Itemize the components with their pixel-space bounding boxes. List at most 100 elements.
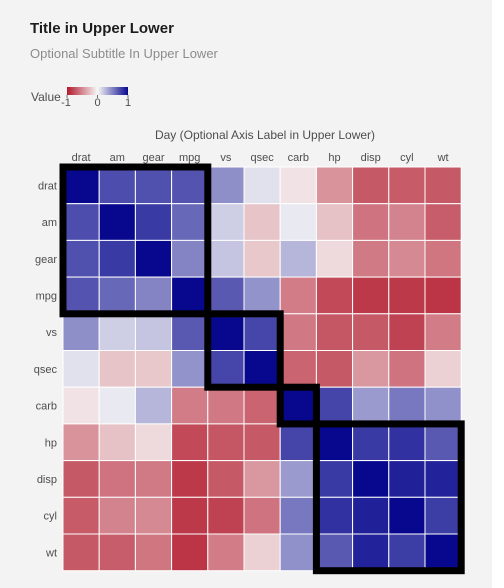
heatmap-cell xyxy=(279,496,317,535)
heatmap-cell xyxy=(388,203,426,241)
y-tick-label: disp xyxy=(37,474,57,486)
cluster-box xyxy=(59,163,212,318)
heatmap-cell xyxy=(315,386,354,425)
heatmap-cell xyxy=(207,496,245,535)
heatmap-cell xyxy=(98,496,136,535)
y-tick-label: am xyxy=(42,217,57,229)
heatmap-cell xyxy=(424,313,462,351)
heatmap-cell xyxy=(98,460,136,498)
x-tick-label: hp xyxy=(328,152,340,164)
heatmap-cell xyxy=(243,496,281,535)
heatmap-cell xyxy=(207,276,245,315)
heatmap-cell xyxy=(315,423,354,462)
heatmap-cell xyxy=(424,496,462,535)
heatmap-cell xyxy=(98,166,136,205)
heatmap-cell xyxy=(352,496,390,535)
heatmap-cell xyxy=(424,350,462,388)
heatmap-cell xyxy=(279,276,317,315)
y-tick-label: carb xyxy=(36,401,57,413)
heatmap-cell xyxy=(134,460,173,498)
heatmap-cell xyxy=(62,313,100,351)
heatmap-cell xyxy=(171,276,209,315)
heatmap-cell xyxy=(279,239,317,278)
heatmap-cell xyxy=(388,460,426,498)
y-tick-label: hp xyxy=(45,437,57,449)
legend-tick-label: -1 xyxy=(61,97,71,109)
heatmap-cell xyxy=(62,276,100,315)
heatmap-cell xyxy=(62,203,100,241)
heatmap-cell xyxy=(388,496,426,535)
x-tick-label: disp xyxy=(361,152,381,164)
heatmap-cell xyxy=(388,313,426,351)
heatmap-cell xyxy=(134,423,173,462)
heatmap-cell xyxy=(171,203,209,241)
heatmap-cell xyxy=(424,276,462,315)
x-tick-label: wt xyxy=(437,152,449,164)
heatmap-cell xyxy=(388,350,426,388)
heatmap-cell xyxy=(243,350,281,388)
heatmap-cell xyxy=(352,533,390,572)
legend-tick-label: 0 xyxy=(94,97,100,109)
heatmap-cell xyxy=(243,203,281,241)
heatmap-cell xyxy=(171,350,209,388)
heatmap-cell xyxy=(388,239,426,278)
cluster-box xyxy=(204,310,284,391)
x-tick-label: am xyxy=(110,152,125,164)
heatmap-cell xyxy=(243,423,281,462)
x-tick-label: cyl xyxy=(400,152,413,164)
x-axis-label: Day (Optional Axis Label in Upper Lower) xyxy=(155,128,375,142)
x-tick-label: vs xyxy=(220,152,232,164)
heatmap-cell xyxy=(62,239,100,278)
heatmap-cell xyxy=(424,460,462,498)
heatmap-cell xyxy=(424,166,462,205)
y-tick-label: wt xyxy=(45,547,57,559)
heatmap-cell xyxy=(62,496,100,535)
y-tick-label: mpg xyxy=(36,290,57,302)
heatmap-cell xyxy=(424,203,462,241)
heatmap-cell xyxy=(352,386,390,425)
heatmap-cell xyxy=(134,496,173,535)
heatmap-cell xyxy=(62,166,100,205)
heatmap-cell xyxy=(424,239,462,278)
heatmap-cell xyxy=(315,239,354,278)
heatmap-cell xyxy=(98,313,136,351)
heatmap-cell xyxy=(243,460,281,498)
heatmap-cell xyxy=(98,203,136,241)
heatmap-cell xyxy=(62,423,100,462)
heatmap-cell xyxy=(279,166,317,205)
heatmap-cell xyxy=(352,276,390,315)
heatmap-cell xyxy=(171,423,209,462)
heatmap-cell xyxy=(315,166,354,205)
legend-title: Value xyxy=(31,90,61,104)
heatmap-cell xyxy=(352,350,390,388)
x-tick-label: gear xyxy=(142,152,164,164)
heatmap-cell xyxy=(207,423,245,462)
heatmap-cell xyxy=(207,239,245,278)
heatmap-cell xyxy=(98,533,136,572)
y-tick-label: vs xyxy=(46,327,58,339)
heatmap-cell xyxy=(424,386,462,425)
y-tick-label: qsec xyxy=(34,364,58,376)
heatmap-cell xyxy=(207,203,245,241)
heatmap-cell xyxy=(98,276,136,315)
heatmap-cell xyxy=(207,166,245,205)
heatmap-cell xyxy=(315,496,354,535)
heatmap-cell xyxy=(207,350,245,388)
chart-title: Title in Upper Lower xyxy=(30,20,174,37)
heatmap-cell xyxy=(279,386,317,425)
chart-subtitle: Optional Subtitle In Upper Lower xyxy=(30,46,218,61)
heatmap-cell xyxy=(315,313,354,351)
heatmap-cell xyxy=(388,533,426,572)
heatmap-cell xyxy=(243,533,281,572)
heatmap-cell xyxy=(279,350,317,388)
heatmap-cell xyxy=(279,460,317,498)
heatmap-cell xyxy=(352,460,390,498)
y-tick-label: drat xyxy=(38,180,57,192)
heatmap-cell xyxy=(315,203,354,241)
x-tick-label: carb xyxy=(288,152,309,164)
heatmap-cell xyxy=(98,386,136,425)
heatmap-cell xyxy=(62,350,100,388)
heatmap-cell xyxy=(207,386,245,425)
heatmap-cell xyxy=(62,386,100,425)
